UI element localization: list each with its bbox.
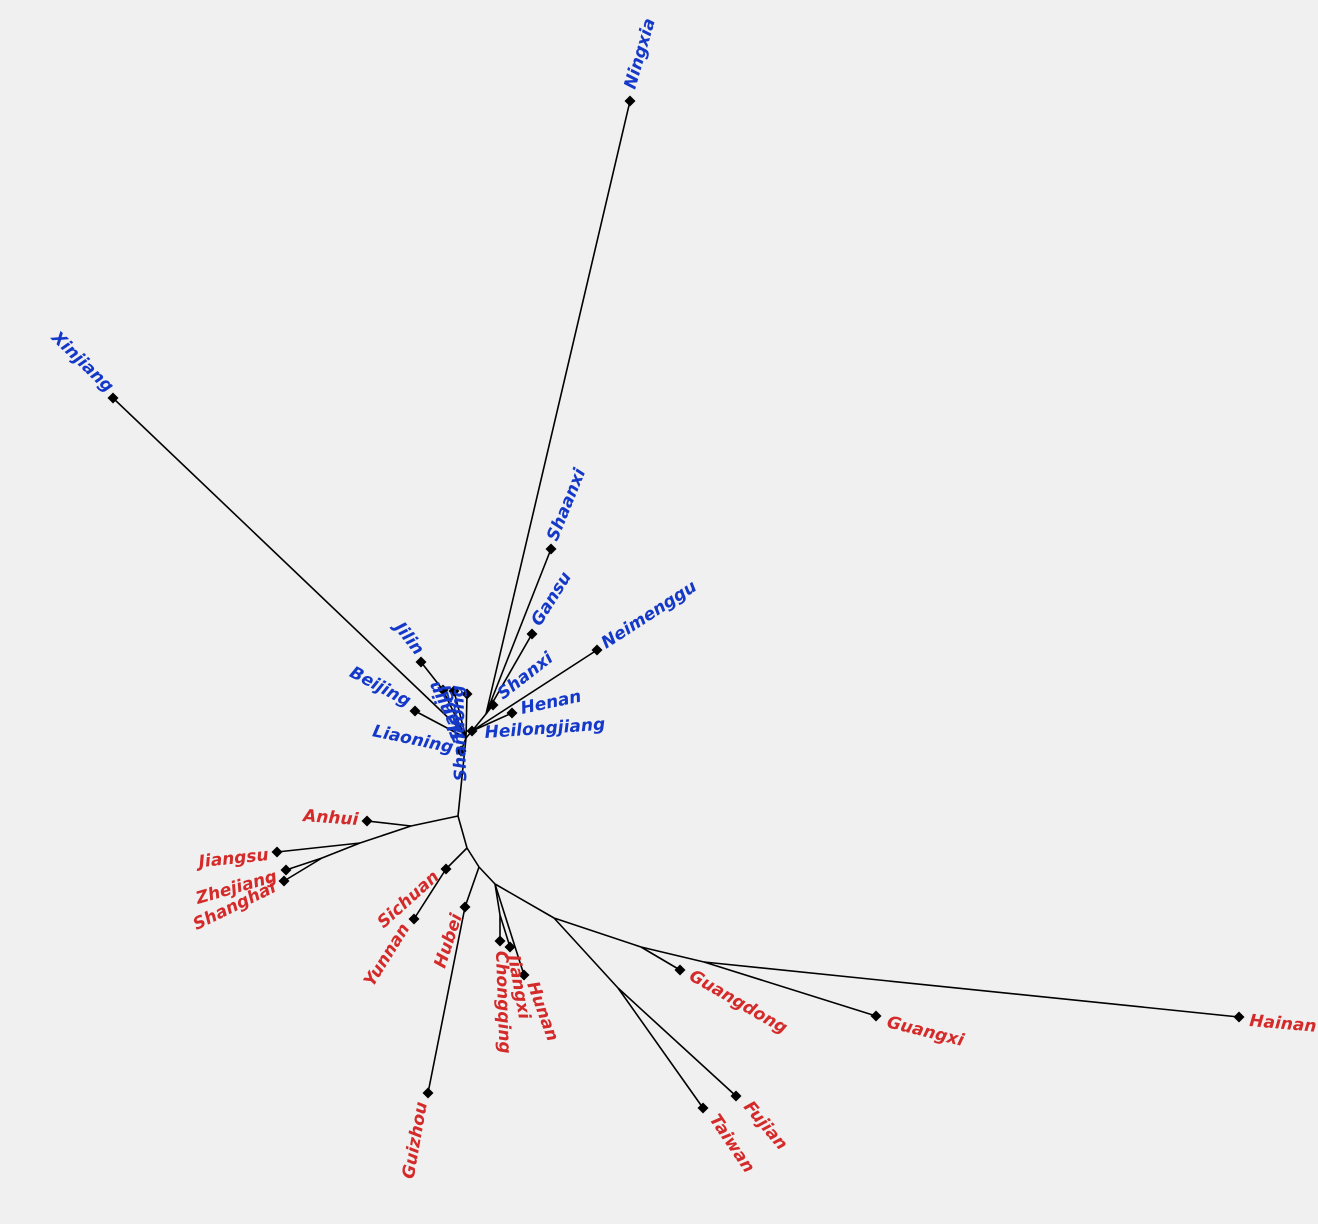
tree-edge <box>366 820 412 827</box>
leaf-label-anhui: Anhui <box>300 806 360 830</box>
tree-edge <box>445 847 468 870</box>
leaf-label-shandong: Shandong <box>448 685 471 782</box>
leaf-marker <box>674 964 686 976</box>
leaf-marker <box>448 685 460 697</box>
tree-edge <box>283 857 323 882</box>
tree-edge <box>112 397 460 729</box>
tree-edge <box>485 100 631 715</box>
leaf-label-guangdong: Guangdong <box>686 966 791 1038</box>
leaf-marker <box>730 1090 742 1102</box>
leaf-marker <box>408 913 420 925</box>
tree-edge <box>420 661 444 691</box>
tree-edge <box>499 914 511 948</box>
leaf-label-guizhou: Guizhou <box>399 1100 432 1180</box>
tree-edge <box>276 842 361 853</box>
leaf-label-jiangsu: Jiangsu <box>195 845 270 873</box>
leaf-label-ningxia: Ningxia <box>621 16 660 91</box>
tree-edge <box>410 815 459 827</box>
leaf-marker <box>506 707 518 719</box>
tree-edge <box>553 917 642 948</box>
leaf-label-gansu: Gansu <box>527 568 576 629</box>
tree-edge <box>485 548 552 715</box>
leaf-label-henan: Henan <box>519 687 583 719</box>
tree-edge <box>617 987 737 1097</box>
tree-edge <box>427 906 466 1094</box>
tree-edge <box>453 690 467 739</box>
tree-edges <box>112 100 1240 1109</box>
leaf-marker <box>455 745 467 757</box>
tree-edge <box>494 883 555 919</box>
leaf-label-neimenggu: Neimenggu <box>598 577 701 653</box>
tree-edge <box>471 712 513 732</box>
leaf-marker <box>624 95 636 107</box>
leaf-label-heilongjiang: Heilongjiang <box>484 715 606 743</box>
leaf-marker <box>870 1010 882 1022</box>
tree-edge <box>321 842 361 859</box>
leaf-label-hainan: Hainan <box>1249 1011 1318 1037</box>
tree-edge <box>553 917 619 989</box>
leaf-marker <box>1233 1011 1245 1023</box>
leaf-marker <box>466 725 478 737</box>
leaf-label-shaanxi: Shaanxi <box>543 465 591 544</box>
leaf-marker <box>361 815 373 827</box>
tree-edge <box>640 946 705 963</box>
tree-edge <box>359 825 412 844</box>
leaf-label-jilin: Jilin <box>388 616 428 659</box>
leaf-marker <box>409 705 421 717</box>
leaf-marker <box>422 1087 434 1099</box>
tree-edge <box>617 987 704 1109</box>
leaf-marker <box>107 392 119 404</box>
leaf-label-hubei: Hubei <box>430 910 467 970</box>
leaf-label-chongqing: Chongqing <box>491 950 515 1053</box>
tree-edge <box>494 883 525 976</box>
tree-edge <box>465 693 468 739</box>
leaf-marker <box>415 656 427 668</box>
leaf-marker <box>494 935 506 947</box>
leaf-marker <box>545 543 557 555</box>
leaf-marker <box>461 688 473 700</box>
tree-edge <box>471 649 598 732</box>
leaf-marker <box>518 969 530 981</box>
tree-edge <box>413 868 447 920</box>
leaf-marker <box>487 699 499 711</box>
leaf-marker <box>278 875 290 887</box>
leaf-label-beijing: Beijing <box>346 663 414 712</box>
leaf-marker <box>697 1102 709 1114</box>
tree-edge <box>478 866 496 885</box>
tree-edge <box>457 815 468 849</box>
tree-edge <box>640 946 681 971</box>
tree-edge <box>285 857 323 871</box>
leaf-marker <box>526 628 538 640</box>
leaf-marker <box>440 863 452 875</box>
leaf-label-guangxi: Guangxi <box>885 1012 967 1051</box>
leaf-markers <box>107 95 1245 1114</box>
tree-edge <box>442 689 467 739</box>
leaf-marker <box>591 644 603 656</box>
leaf-label-xinjiang: Xinjiang <box>46 327 117 397</box>
leaf-marker <box>459 901 471 913</box>
leaf-label-sichuan: Sichuan <box>374 867 444 933</box>
leaf-marker <box>271 846 283 858</box>
tree-edge <box>703 961 877 1017</box>
leaf-marker <box>280 864 292 876</box>
tree-edge <box>464 866 480 908</box>
tree-edge <box>414 710 467 739</box>
leaf-marker <box>437 684 449 696</box>
leaf-marker <box>504 941 516 953</box>
tree-edge <box>703 961 1240 1018</box>
tree-edge <box>466 847 480 868</box>
leaf-label-fujian: Fujian <box>739 1097 791 1154</box>
